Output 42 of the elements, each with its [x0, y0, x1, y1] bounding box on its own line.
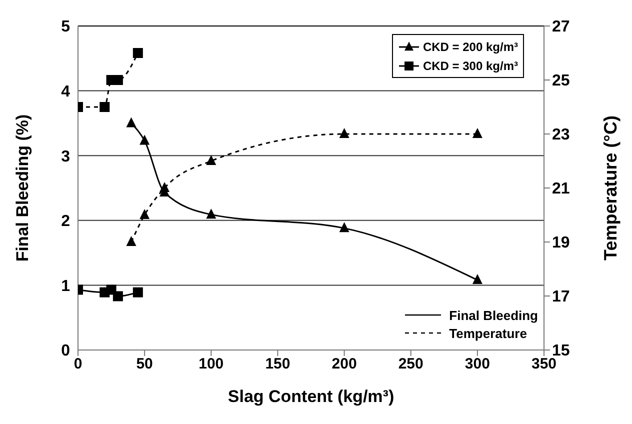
- point: [140, 134, 150, 145]
- point: [472, 274, 482, 284]
- y2-tick-label: 23: [552, 126, 570, 144]
- point: [126, 117, 136, 128]
- point: [339, 222, 350, 232]
- point: [206, 208, 216, 219]
- point: [132, 48, 143, 58]
- x-tick-label: 250: [398, 356, 424, 373]
- point: [206, 155, 216, 165]
- legend-label: CKD = 200 kg/m³: [422, 40, 518, 54]
- point: [126, 236, 136, 246]
- point: [100, 102, 110, 112]
- point: [140, 209, 150, 219]
- annotation: Temperature: [449, 326, 527, 340]
- x-tick-label: 150: [265, 356, 290, 373]
- y2-tick-label: 19: [552, 234, 570, 252]
- x-tick-label: 0: [74, 356, 82, 373]
- point: [472, 128, 482, 138]
- y2-tick-label: 27: [552, 18, 570, 36]
- y-axis-title: Final Bleeding (%): [13, 114, 32, 262]
- x-tick-label: 200: [332, 356, 357, 373]
- y2-tick-label: 25: [552, 72, 570, 90]
- y2-tick-label: 17: [552, 288, 570, 306]
- x-tick-label: 100: [198, 356, 224, 373]
- y-tick-label: 1: [61, 278, 70, 295]
- y-tick-label: 0: [61, 342, 70, 360]
- x-tick-label: 50: [136, 356, 153, 373]
- point: [160, 182, 170, 192]
- point: [112, 291, 123, 302]
- y2-axis-title: Temperature (°C): [600, 116, 620, 260]
- y2-tick-label: 21: [552, 180, 570, 198]
- point: [339, 128, 350, 138]
- x-tick-label: 350: [531, 356, 557, 373]
- y-tick-label: 3: [61, 148, 70, 166]
- point: [132, 287, 143, 298]
- y-tick-label: 4: [61, 83, 70, 100]
- x-axis-title: Slag Content (kg/m³): [228, 387, 394, 406]
- x-tick-label: 300: [464, 356, 490, 373]
- y-tick-label: 5: [61, 18, 70, 36]
- y-tick-label: 2: [61, 213, 70, 230]
- legend-label: CKD = 300 kg/m³: [422, 58, 518, 72]
- annotation: Final Bleeding: [449, 308, 538, 322]
